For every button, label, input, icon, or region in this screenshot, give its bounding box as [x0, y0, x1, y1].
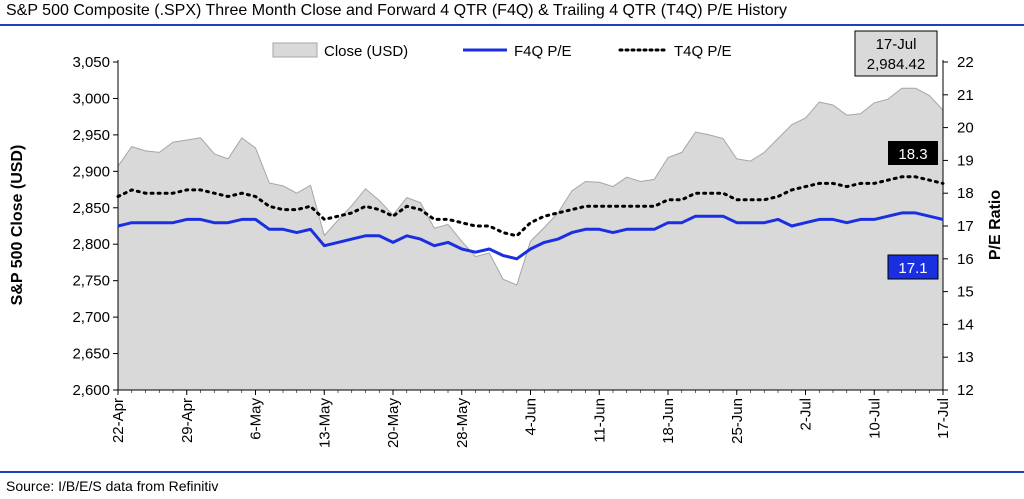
right-axis-title: P/E Ratio: [987, 190, 1004, 260]
right-tick-label: 22: [957, 54, 974, 71]
left-tick-label: 2,900: [72, 163, 110, 180]
right-tick-label: 17: [957, 218, 974, 235]
x-tick-label: 10-Jul: [866, 398, 883, 439]
close-area: [117, 87, 944, 391]
x-tick-label: 22-Apr: [110, 398, 127, 443]
legend-swatch-close: [272, 42, 318, 58]
left-tick-label: 3,050: [72, 54, 110, 71]
close-area-layer: [117, 87, 944, 391]
legend-label-close: Close (USD): [324, 43, 408, 60]
t4q-callout: 18.3: [888, 141, 938, 165]
legend-label-f4q: F4Q P/E: [514, 43, 572, 60]
right-tick-label: 16: [957, 251, 974, 268]
footer-rule: [0, 471, 1024, 473]
left-tick-label: 2,750: [72, 273, 110, 290]
x-tick-label: 2-Jul: [798, 398, 815, 431]
left-tick-label: 2,600: [72, 382, 110, 399]
right-tick-label: 15: [957, 284, 974, 301]
left-tick-label: 2,700: [72, 309, 110, 326]
f4q-callout: 17.1: [887, 254, 939, 280]
left-tick-label: 2,800: [72, 236, 110, 253]
header-rule: [0, 24, 1024, 26]
chart-title: S&P 500 Composite (.SPX) Three Month Clo…: [6, 2, 787, 19]
pe-history-chart: 2,600 2,650 2,700 2,750 2,800 2,850 2,900 2,950…: [9, 30, 1004, 448]
legend-label-t4q: T4Q P/E: [674, 43, 732, 60]
t4q-callout-value: 18.3: [898, 146, 927, 163]
x-tick-label: 28-May: [454, 398, 471, 449]
right-tick-label: 13: [957, 349, 974, 366]
x-tick-label: 20-May: [385, 398, 402, 449]
right-tick-label: 21: [957, 87, 974, 104]
x-tick-label: 18-Jun: [660, 398, 677, 444]
left-tick-label: 2,950: [72, 127, 110, 144]
close-callout-value: 2,984.42: [867, 56, 925, 73]
x-tick-label: 25-Jun: [729, 398, 746, 444]
f4q-callout-value: 17.1: [898, 260, 927, 277]
right-tick-label: 14: [957, 316, 974, 333]
source-note: Source: I/B/E/S data from Refinitiv: [6, 478, 219, 494]
x-tick-label: 13-May: [316, 398, 333, 449]
tick-labels-layer: 2,600 2,650 2,700 2,750 2,800 2,850 2,900 2,950…: [72, 54, 973, 448]
left-axis-title: S&P 500 Close (USD): [9, 145, 26, 306]
right-tick-label: 12: [957, 382, 974, 399]
t4q-pe-line: [116, 175, 945, 238]
x-tick-label: 4-Jun: [523, 398, 540, 436]
x-tick-label: 11-Jun: [591, 398, 608, 443]
left-tick-label: 2,850: [72, 200, 110, 217]
x-tick-label: 29-Apr: [179, 398, 196, 443]
close-callout: 17-Jul 2,984.42: [854, 30, 938, 77]
x-tick-label: 17-Jul: [935, 398, 952, 439]
right-tick-label: 19: [957, 152, 974, 169]
close-callout-date: 17-Jul: [876, 36, 917, 53]
right-tick-label: 20: [957, 120, 974, 137]
left-tick-label: 2,650: [72, 346, 110, 363]
right-tick-label: 18: [957, 185, 974, 202]
legend: Close (USD) F4Q P/E T4Q P/E: [272, 42, 732, 60]
f4q-pe-line: [117, 211, 944, 261]
left-tick-label: 3,000: [72, 90, 110, 107]
pe-lines-layer: [116, 175, 945, 261]
x-tick-label: 6-May: [248, 398, 265, 440]
